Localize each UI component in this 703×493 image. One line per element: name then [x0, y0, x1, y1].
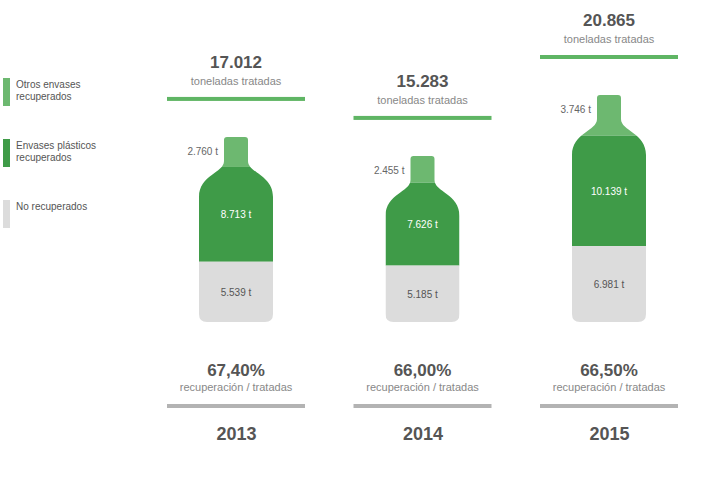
legend: Otros envasesrecuperadosEnvases plástico…: [3, 78, 96, 228]
bar-segment: [199, 167, 273, 262]
legend-swatch: [3, 139, 10, 167]
bar-segment: [572, 246, 646, 322]
totals: 17.012 toneladas tratadas 15.283 toneladas …: [167, 11, 678, 120]
total-caption: toneladas tratadas: [191, 75, 282, 87]
data-label: 7.626 t: [407, 219, 438, 230]
recovery: 67,40%recuperación / tratadas66,00%recup…: [167, 361, 678, 408]
data-label: 10.139 t: [591, 186, 627, 197]
data-label: 6.981 t: [594, 279, 625, 290]
legend-label: Otros envasesrecuperados: [16, 79, 80, 102]
bottle: [386, 156, 460, 322]
bar-segment: [386, 183, 460, 266]
total-rule: [354, 116, 492, 120]
recovery-caption: recuperación / tratadas: [366, 381, 479, 393]
recovery-label: 66,50%: [580, 361, 638, 380]
legend-line: Envases plásticos: [16, 140, 96, 151]
recovery-rule: [354, 404, 492, 408]
data-label: 2.760 t: [187, 146, 218, 157]
bar-segment: [199, 262, 273, 322]
data-label: 3.746 t: [560, 104, 591, 115]
bar-segment: [572, 136, 646, 246]
legend-line: recuperados: [16, 152, 72, 163]
recovery-label: 67,40%: [207, 361, 265, 380]
bar-segment: [572, 95, 646, 136]
total-rule: [540, 55, 678, 59]
legend-line: No recuperados: [16, 201, 87, 212]
tick: 2015: [589, 424, 629, 444]
tick-label: 2015: [589, 424, 629, 444]
legend-line: recuperados: [16, 91, 72, 102]
total-label: 15.283: [397, 72, 449, 91]
x-axis: 2013 2014 2015: [216, 424, 629, 444]
recovery-caption: recuperación / tratadas: [553, 381, 666, 393]
data-label: 2.455 t: [374, 165, 405, 176]
tick: 2013: [216, 424, 256, 444]
total-caption: toneladas tratadas: [377, 94, 468, 106]
bar-segment: [386, 266, 460, 322]
chart: 2.760 t 2.455 t 3.746 t 8.713 t 7.626 t 10.13…: [0, 0, 703, 493]
total-label: 17.012: [210, 53, 262, 72]
tick-label: 2013: [216, 424, 256, 444]
bottle: [199, 137, 273, 322]
data-label: 5.539 t: [221, 287, 252, 298]
recovery-rule: [167, 404, 305, 408]
tick: 2014: [403, 424, 443, 444]
total-caption: toneladas tratadas: [564, 33, 655, 45]
total-label: 20.865: [583, 11, 635, 30]
recovery-label: 66,00%: [394, 361, 452, 380]
legend-label: Envases plásticosrecuperados: [16, 140, 96, 163]
total-rule: [167, 97, 305, 101]
data-labels: 2.760 t 2.455 t 3.746 t 8.713 t 7.626 t 10.13…: [187, 104, 627, 300]
legend-swatch: [3, 78, 10, 106]
legend-label: No recuperados: [16, 201, 87, 212]
recovery-rule: [540, 404, 678, 408]
legend-line: Otros envases: [16, 79, 80, 90]
data-label: 5.185 t: [407, 289, 438, 300]
recovery-caption: recuperación / tratadas: [180, 381, 293, 393]
data-label: 8.713 t: [221, 209, 252, 220]
bottle: [572, 95, 646, 322]
tick-label: 2014: [403, 424, 443, 444]
legend-swatch: [3, 200, 10, 228]
